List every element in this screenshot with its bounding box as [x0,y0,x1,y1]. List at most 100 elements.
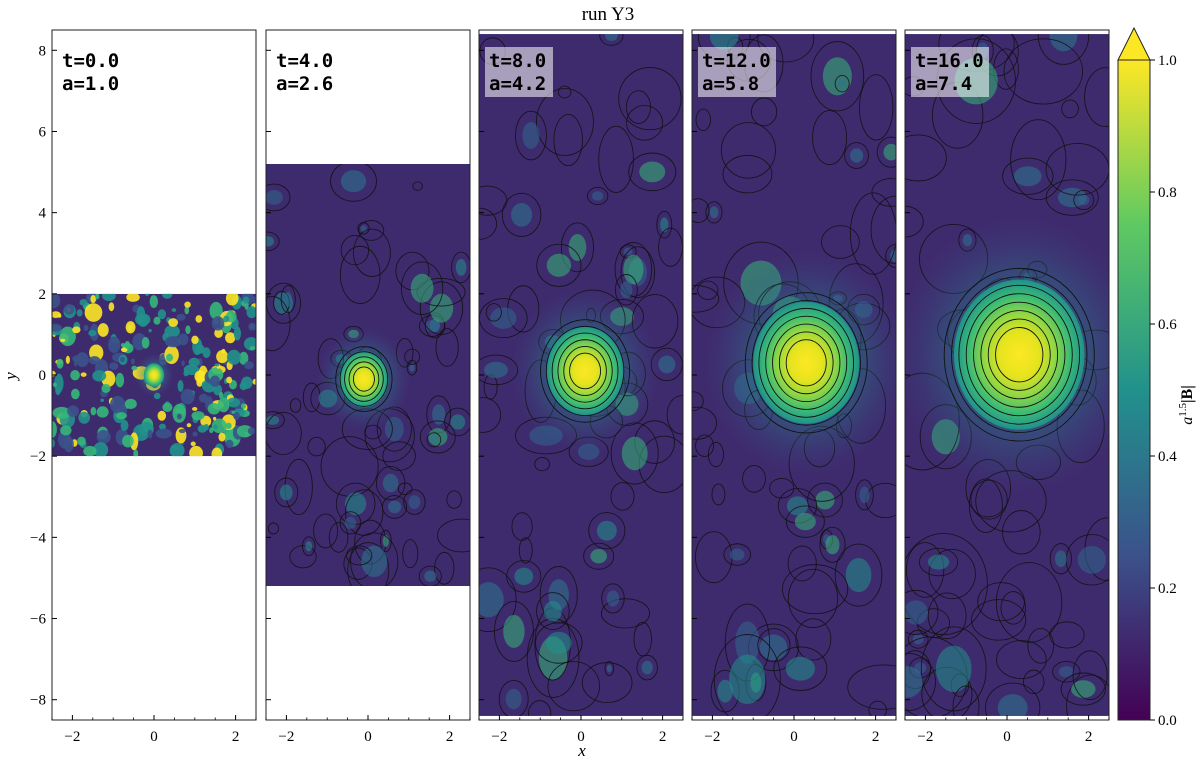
field-eddy [120,419,129,432]
field-eddy [240,403,246,409]
field-eddy [692,284,720,313]
field-eddy [209,375,220,387]
field-eddy [1066,674,1109,716]
field-eddy [583,542,615,570]
eddy-core [590,549,607,564]
eddy-core [845,557,872,593]
field-eddy [211,447,223,457]
core-contour [569,352,602,390]
field-region [692,34,896,716]
field-eddy [149,295,159,308]
field-eddy [769,477,795,499]
colorbar-tick-label: 1.0 [1158,53,1177,69]
y-tick-label: −4 [30,530,46,546]
field-eddy [560,222,594,273]
eddy-core [592,191,604,201]
eddy-core [410,273,434,303]
eddy-core [284,291,293,307]
field-eddy [547,661,601,712]
field-eddy [557,85,572,99]
field-eddy [248,322,256,331]
field-eddy [80,372,87,377]
field-eddy [707,441,724,468]
field-eddy [985,682,1041,716]
scale-factor-label: a=1.0 [62,73,119,95]
field-eddy [1052,660,1081,683]
core-contour [995,327,1044,383]
eddy-core [838,79,847,89]
field-eddy [52,421,57,438]
field-eddy [618,67,682,131]
field-eddy [165,353,174,362]
field-eddy [527,700,552,716]
field-eddy [120,356,125,363]
field-eddy [588,512,626,550]
eddy-core [360,225,367,232]
field-eddy [172,403,187,423]
field-eddy [211,316,225,331]
field-eddy [757,34,815,63]
eddy-core [729,654,766,704]
eddy-core [935,645,972,692]
field-eddy [787,568,839,629]
eddy-core [997,694,1028,716]
eddy-core [658,355,676,374]
eddy-core [759,634,788,661]
colorbar-extend-arrow [1117,26,1151,61]
field-eddy [742,464,766,493]
eddy-core [361,545,388,578]
eddy-core [384,416,404,442]
field-eddy [88,329,97,337]
label-box [485,47,553,97]
field-eddy [83,324,89,332]
field-eddy [101,383,111,393]
label-box [698,47,776,97]
field-eddy [236,425,253,438]
eddy-core [424,570,437,582]
field-eddy [67,405,79,418]
field-eddy [905,542,945,598]
field-eddy [1072,650,1108,701]
field-eddy [183,370,189,377]
field-eddy [695,108,712,131]
field-eddy [56,358,64,369]
time-label: t=16.0 [915,50,984,72]
field-eddy [65,355,70,365]
scale-factor-label: a=2.6 [276,73,333,95]
field-eddy [177,380,184,392]
field-eddy [72,326,81,334]
field-eddy [195,315,203,323]
eddy-core [815,490,835,510]
field-eddy [157,410,167,421]
core-contour [348,361,380,397]
eddy-core [543,600,562,622]
field-eddy [267,522,280,535]
field-eddy [52,293,61,309]
field-eddy [601,583,625,614]
field-eddy [60,338,66,343]
field-eddy [358,220,385,241]
field-eddy [485,303,502,322]
field-eddy [52,382,57,387]
core-contour [335,346,393,412]
y-tick-label: 8 [39,43,47,59]
field-eddy [192,407,198,411]
eddy-core [266,190,283,205]
eddy-core [387,500,402,514]
field-eddy [870,195,896,264]
colorbar-tick-label: 0.4 [1158,449,1177,465]
eddy-core [623,254,644,285]
y-tick-label: −2 [30,449,46,465]
eddy-core [606,590,620,607]
field-eddy [905,532,988,636]
x-tick-label: 0 [364,729,372,745]
eddy-core [340,170,367,193]
field-eddy [217,397,230,413]
field-eddy [666,395,683,435]
field-eddy [757,628,791,663]
eddy-core [503,614,525,648]
field-eddy [266,411,285,430]
field-eddy [96,429,111,444]
x-tick-label: 2 [232,729,240,745]
field-eddy [52,323,62,332]
